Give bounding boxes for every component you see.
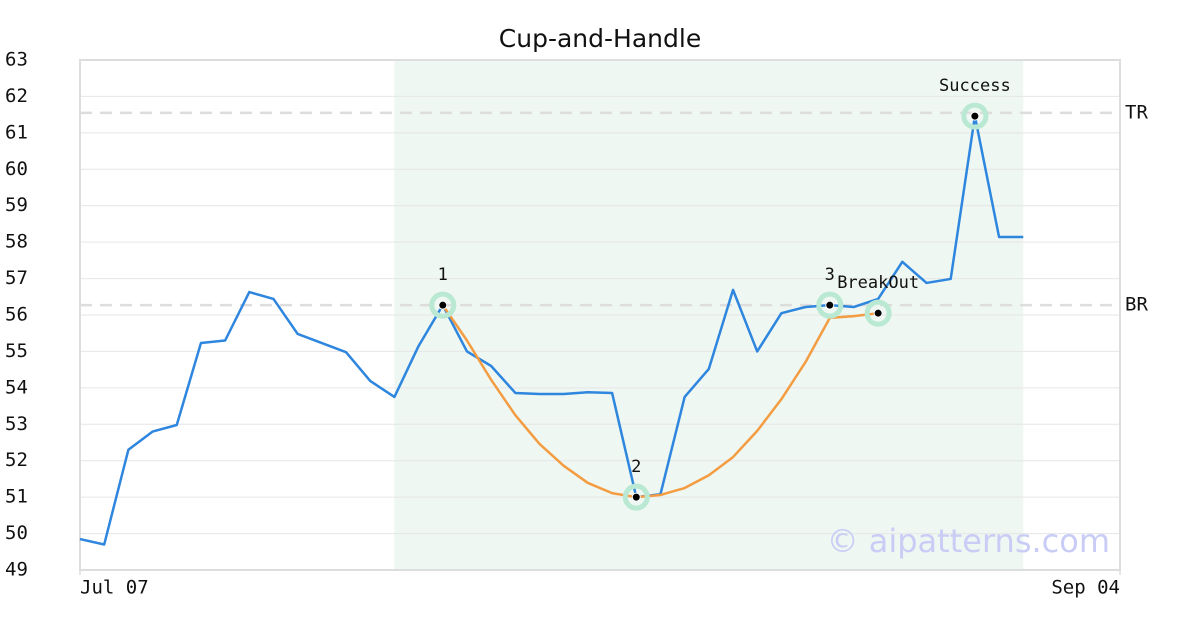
point-label: Success [939, 76, 1011, 96]
y-tick-label: 59 [5, 194, 28, 216]
y-tick-label: 57 [5, 267, 28, 289]
y-tick-label: 55 [5, 340, 28, 362]
y-tick-label: 62 [5, 85, 28, 107]
point-halo [961, 102, 989, 130]
level-label: TR [1125, 101, 1148, 123]
y-tick-label: 60 [5, 158, 28, 180]
x-tick-label: Sep 04 [1051, 577, 1120, 599]
point-halo [816, 291, 844, 319]
point-dot [631, 492, 641, 502]
y-tick-label: 49 [5, 559, 28, 581]
y-tick-label: 61 [5, 121, 28, 143]
y-tick-label: 58 [5, 231, 28, 253]
level-label: BR [1125, 294, 1148, 316]
watermark: © aipatterns.com [827, 522, 1110, 560]
point-dot [970, 111, 980, 121]
x-tick-label: Jul 07 [80, 577, 149, 599]
point-dot [438, 300, 448, 310]
point-label: 2 [631, 457, 641, 477]
y-tick-label: 54 [5, 376, 28, 398]
point-dot [825, 300, 835, 310]
point-dot [873, 308, 883, 318]
y-tick-label: 53 [5, 413, 28, 435]
point-halo [864, 299, 892, 327]
y-tick-label: 52 [5, 449, 28, 471]
series-line [79, 114, 1024, 546]
y-tick-label: 51 [5, 486, 28, 508]
point-label: 1 [438, 265, 448, 285]
point-halo [429, 291, 457, 319]
chart-title: Cup-and-Handle [499, 24, 701, 53]
y-tick-label: 56 [5, 304, 28, 326]
y-tick-label: 50 [5, 522, 28, 544]
point-label: 3 [825, 265, 835, 285]
plot-frame [79, 59, 1121, 571]
point-halo [622, 483, 650, 511]
y-tick-label: 63 [5, 49, 28, 71]
point-label: BreakOut [837, 273, 919, 293]
series-line [441, 304, 879, 499]
